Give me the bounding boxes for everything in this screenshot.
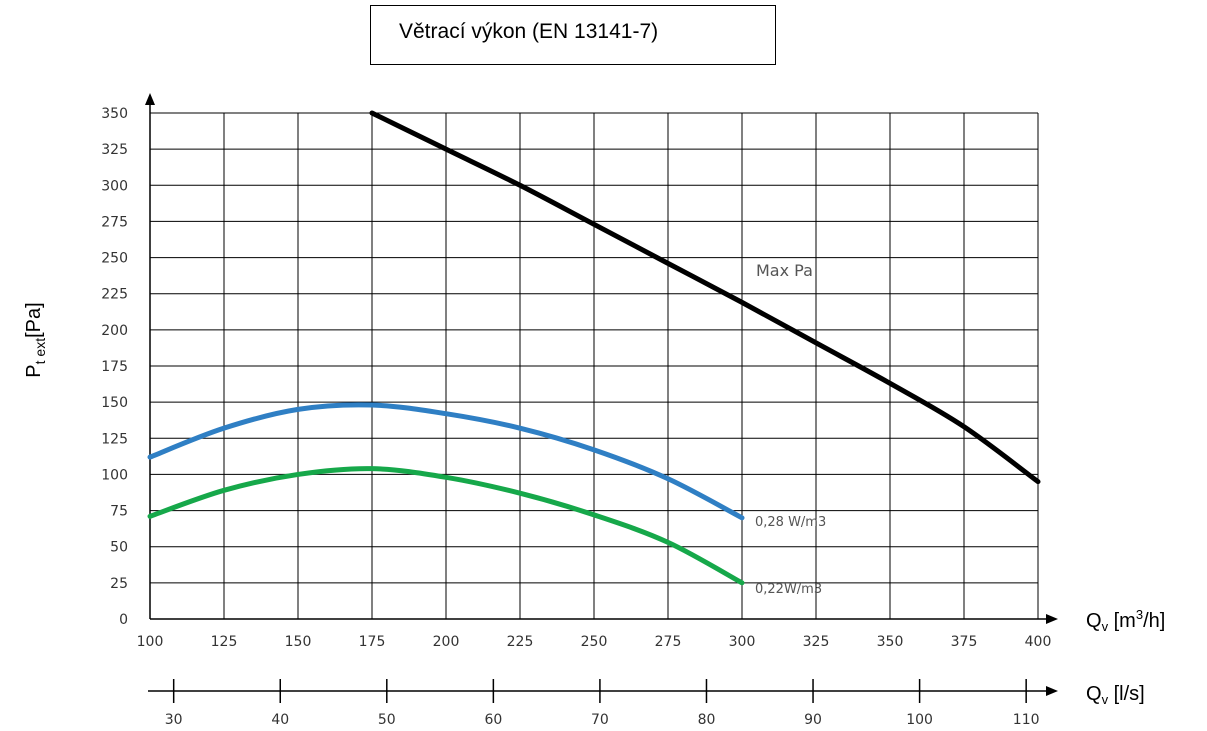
x2-tick-label: 40 xyxy=(271,712,289,728)
x-axis-arrow xyxy=(1046,614,1058,624)
y-axis-subscript: t ext xyxy=(32,338,48,365)
x-axis-unit-prefix: [m xyxy=(1108,610,1136,632)
y-tick-label: 250 xyxy=(101,251,128,267)
x2-axis-subscript: v xyxy=(1102,692,1109,707)
x2-tick-label: 100 xyxy=(906,712,933,728)
x2-tick-label: 60 xyxy=(484,712,502,728)
x2-tick-label: 80 xyxy=(698,712,716,728)
x-tick-label: 375 xyxy=(951,634,978,650)
series xyxy=(147,110,1041,586)
axes xyxy=(145,93,1058,703)
y-tick-label: 125 xyxy=(101,431,128,447)
y-tick-label: 300 xyxy=(101,178,128,194)
x2-axis-unit: [l/s] xyxy=(1108,683,1145,705)
x2-tick-label: 110 xyxy=(1013,712,1040,728)
x2-tick-label: 90 xyxy=(804,712,822,728)
y-axis-arrow xyxy=(145,93,155,105)
series-label-028: 0,28 W/m3 xyxy=(755,515,826,530)
series-label-max-pa: Max Pa xyxy=(756,261,813,280)
x-tick-label: 275 xyxy=(655,634,682,650)
y-tick-label: 350 xyxy=(101,106,128,122)
x2-tick-label: 70 xyxy=(591,712,609,728)
x2-tick-label: 50 xyxy=(378,712,396,728)
y-tick-label: 100 xyxy=(101,467,128,483)
x-tick-label: 125 xyxy=(211,634,238,650)
x2-axis-arrow xyxy=(1046,686,1058,696)
x-tick-label: 150 xyxy=(285,634,312,650)
x-tick-label: 350 xyxy=(877,634,904,650)
series-max-pa-line xyxy=(369,110,1041,485)
chart-title: Větrací výkon (EN 13141-7) xyxy=(399,20,659,43)
x-axis-title: Qv [m3/h] xyxy=(1086,607,1165,634)
y-tick-label: 275 xyxy=(101,214,128,230)
y-tick-label: 175 xyxy=(101,359,128,375)
x-tick-label: 300 xyxy=(729,634,756,650)
x-axis-unit-sup: 3 xyxy=(1136,607,1143,622)
x-tick-label: 250 xyxy=(581,634,608,650)
series-022-line xyxy=(147,466,745,586)
x-axis-symbol: Q xyxy=(1086,610,1102,632)
x-tick-label: 100 xyxy=(137,634,164,650)
y-tick-label: 75 xyxy=(110,504,128,520)
y-tick-label: 0 xyxy=(119,612,128,628)
y-axis-symbol: P xyxy=(23,364,45,377)
x-tick-label: 200 xyxy=(433,634,460,650)
x-axis-unit-suffix: /h] xyxy=(1143,610,1165,632)
series-028-line xyxy=(147,402,745,521)
x2-axis-title: Qv [l/s] xyxy=(1086,683,1145,707)
y-tick-label: 150 xyxy=(101,395,128,411)
chart-title-box: Větrací výkon (EN 13141-7) xyxy=(370,5,776,65)
grid xyxy=(149,112,1039,620)
y-tick-label: 325 xyxy=(101,142,128,158)
y-axis-unit: [Pa] xyxy=(23,302,45,338)
labels: 0 25 50 75 100 125 150 175 200 225 250 275 300 325 350… xyxy=(101,106,1051,728)
x-tick-label: 400 xyxy=(1025,634,1052,650)
x-tick-label: 175 xyxy=(359,634,386,650)
y-tick-label: 50 xyxy=(110,540,128,556)
y-tick-label: 200 xyxy=(101,323,128,339)
x2-tick-label: 30 xyxy=(165,712,183,728)
x-tick-label: 225 xyxy=(507,634,534,650)
x-tick-label: 325 xyxy=(803,634,830,650)
series-label-022: 0,22W/m3 xyxy=(755,582,822,597)
y-tick-label: 25 xyxy=(110,576,128,592)
x2-axis-symbol: Q xyxy=(1086,683,1102,705)
y-axis-title: Pt ext[Pa] xyxy=(23,302,48,377)
y-tick-label: 225 xyxy=(101,287,128,303)
x-axis-subscript: v xyxy=(1102,619,1109,634)
